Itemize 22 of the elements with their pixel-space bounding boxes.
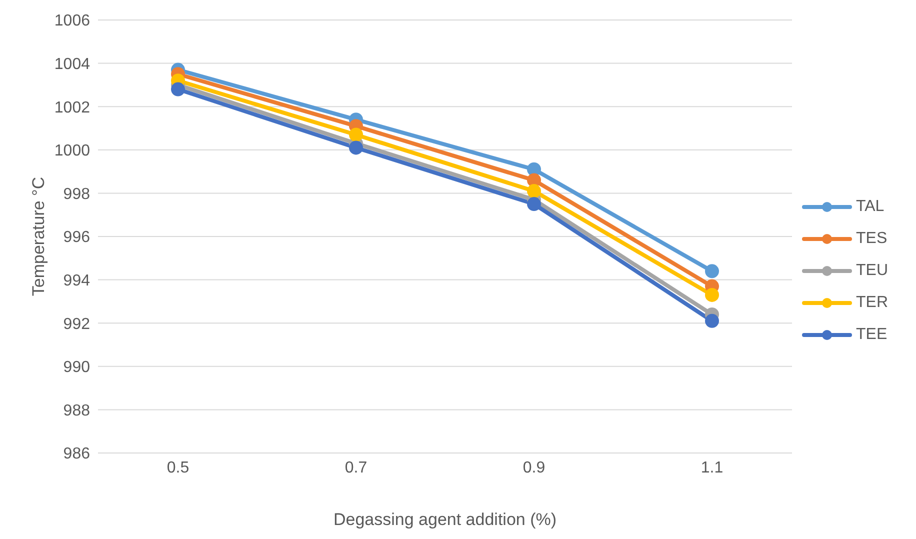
y-tick-label: 1004 [54, 56, 90, 73]
y-tick-label: 998 [63, 186, 90, 203]
legend-label: TER [856, 294, 888, 312]
y-tick-label: 1006 [54, 12, 90, 30]
x-tick-label: 0.5 [166, 459, 190, 476]
y-tick-label: 990 [63, 359, 90, 376]
legend-label: TES [856, 230, 888, 248]
y-tick-label: 988 [63, 402, 90, 420]
legend-label: TEE [856, 326, 888, 344]
legend-label: TEU [856, 262, 888, 280]
y-tick-label: 1000 [54, 142, 90, 160]
y-axis-title: Temperature °C [29, 176, 48, 296]
x-tick-label: 1.1 [700, 459, 724, 476]
y-tick-label: 996 [63, 229, 90, 246]
legend-label: TAL [856, 198, 884, 216]
x-axis-title: Degassing agent addition (%) [333, 510, 557, 530]
y-tick-label: 992 [63, 316, 90, 333]
x-tick-label: 0.7 [344, 459, 368, 476]
y-tick-label: 986 [63, 446, 90, 463]
x-tick-label: 0.9 [522, 459, 546, 476]
y-tick-label: 1002 [54, 99, 90, 116]
y-tick-label: 994 [63, 272, 90, 290]
